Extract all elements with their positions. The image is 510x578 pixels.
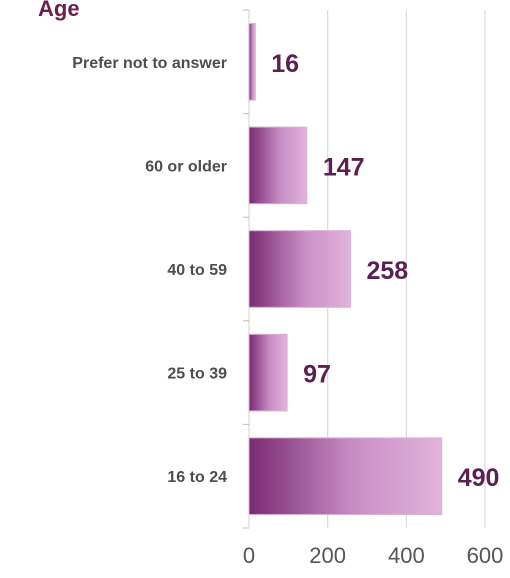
x-tick-label-600: 600 bbox=[467, 543, 504, 568]
category-label-16-to-24: 16 to 24 bbox=[167, 469, 227, 486]
bar-40-to-59 bbox=[248, 230, 351, 308]
bar-60-or-older bbox=[248, 126, 308, 205]
value-label-prefer-not-to-answer: 16 bbox=[271, 50, 299, 78]
category-label-60-or-older: 60 or older bbox=[145, 158, 227, 175]
value-label-40-to-59: 258 bbox=[366, 257, 408, 285]
bars bbox=[248, 22, 443, 516]
bar-16-to-24 bbox=[248, 437, 443, 516]
bar-prefer-not-to-answer bbox=[248, 22, 256, 101]
labels: Prefer not to answer 16 60 or older 147 40 t… bbox=[72, 50, 499, 492]
bar-25-to-39 bbox=[248, 333, 288, 412]
category-label-40-to-59: 40 to 59 bbox=[167, 262, 227, 279]
x-tick-label-400: 400 bbox=[388, 543, 425, 568]
value-label-16-to-24: 490 bbox=[458, 464, 500, 492]
x-tick-label-0: 0 bbox=[243, 543, 255, 568]
value-label-60-or-older: 147 bbox=[323, 153, 365, 181]
x-tick-label-200: 200 bbox=[309, 543, 346, 568]
chart-title: Age bbox=[38, 0, 80, 21]
category-label-25-to-39: 25 to 39 bbox=[167, 366, 227, 383]
value-label-25-to-39: 97 bbox=[303, 361, 331, 389]
category-label-prefer-not-to-answer: Prefer not to answer bbox=[72, 55, 227, 72]
x-axis-ticks: 0 200 400 600 bbox=[243, 543, 503, 568]
